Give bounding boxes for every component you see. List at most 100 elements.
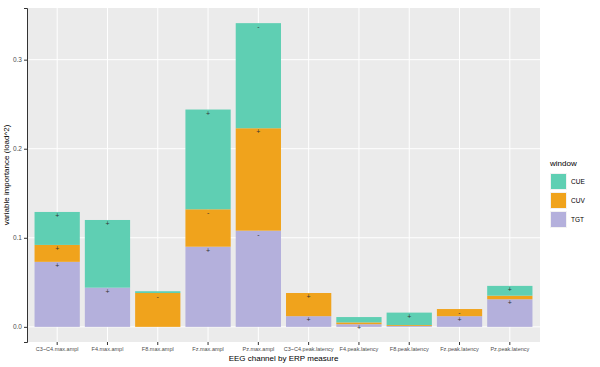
y-tick-mark [24,238,27,239]
bar-segment [487,286,532,296]
x-tick-label: Pz.peak.latency [490,346,529,352]
y-axis-title: variable importance (load^2) [2,124,11,225]
grid-line [27,148,540,149]
x-tick-mark [208,342,209,345]
grid-line [308,8,309,342]
bar-segment [135,293,180,327]
bar-segment [35,212,80,245]
x-tick: Pz.peak.latency [490,342,529,352]
sign-label: - [207,209,210,216]
y-tick: 0.1 [13,234,27,241]
x-tick-mark [107,342,108,345]
bar-segment [185,110,230,210]
y-tick-label: 0.1 [13,234,22,241]
sign-label: + [55,212,59,219]
bar-segment [286,293,331,316]
x-tick: C3~C4.peak.latency [284,342,334,352]
x-tick: Fz.max.ampl [192,342,223,352]
x-tick-label: F8.max.ampl [142,346,174,352]
bar-segment [286,316,331,327]
bar-segment [185,209,230,246]
grid-line [27,59,540,60]
y-tick-mark [24,327,27,328]
bar-segment [236,128,281,230]
sign-label: - [157,293,160,300]
legend-key-bg [550,173,567,190]
legend-swatch [551,193,566,208]
y-tick-label: 0.3 [13,56,22,63]
x-tick-mark [57,342,58,345]
sign-label: - [257,23,260,30]
x-tick: F8.peak.latency [390,342,429,352]
sign-label: + [508,286,512,293]
bar-segment [437,316,482,327]
sign-label: + [206,247,210,254]
sign-label: + [457,316,461,323]
x-tick-label: Fz.max.ampl [192,346,223,352]
y-tick-label: 0.2 [13,145,22,152]
grid-line [409,8,410,342]
bar-segment [487,299,532,327]
x-tick-mark [308,342,309,345]
sign-label: + [508,299,512,306]
x-tick-label: F4.peak.latency [340,346,379,352]
plot-background [27,8,540,342]
bar-segment [85,220,130,288]
sign-label: + [307,316,311,323]
x-tick: F8.max.ampl [142,342,174,352]
x-tick-mark [409,342,410,345]
y-tick-mark [24,60,27,61]
x-tick-mark [358,342,359,345]
x-tick-label: F8.peak.latency [390,346,429,352]
legend-label: TGT [571,216,584,223]
x-tick: Fz.peak.latency [440,342,479,352]
grid-line [358,8,359,342]
bar-segment [387,313,432,325]
bar-segment [236,231,281,327]
bar-segment [35,262,80,327]
x-tick-mark [157,342,158,345]
x-axis-title: EEG channel by ERP measure [229,354,339,363]
x-tick-label: F4.max.ampl [92,346,124,352]
y-axis: 0.0 0.1 0.2 0.3 [13,9,28,343]
sign-label: + [357,324,361,331]
bar-segment [336,317,381,322]
sign-label: - [257,231,260,238]
y-tick: 0.2 [13,145,27,152]
y-tick-mark [24,149,27,150]
y-axis-line [24,9,28,343]
sign-label: - [458,309,461,316]
y-tick: 0.0 [13,323,27,330]
x-tick-label: Fz.peak.latency [440,346,479,352]
y-tick: 0.3 [13,56,27,63]
bar-segment [387,325,432,327]
legend-swatch [551,212,566,227]
sign-label: + [105,288,109,295]
x-tick-mark [258,342,259,345]
legend-label: CUV [571,197,585,204]
sign-label: + [206,110,210,117]
x-tick-mark [509,342,510,345]
bar-segment [236,23,281,128]
bar-segment [185,247,230,327]
x-tick-label: C3~C4.max.ampl [36,346,79,352]
sign-labels: +++-+++++--++-+++-++ [55,23,512,331]
bar-segment [85,288,130,327]
grid-line [459,8,460,342]
sign-label: + [55,245,59,252]
x-tick-mark [459,342,460,345]
legend-swatch [551,174,566,189]
bars [35,23,533,327]
bar-segment [35,245,80,262]
sign-label: + [105,220,109,227]
y-tick-label: 0.0 [13,323,22,330]
x-tick: Pz.max.ampl [242,342,274,352]
sign-label: + [407,313,411,320]
x-tick: F4.peak.latency [340,342,379,352]
bar-segment [437,309,482,316]
legend-title: window [549,159,577,168]
x-axis: C3~C4.max.ampl F4.max.ampl F8.max.ampl Fz.m… [36,342,530,352]
x-tick: F4.max.ampl [92,342,124,352]
legend-label: CUE [571,178,585,185]
x-tick-label: C3~C4.peak.latency [284,346,334,352]
